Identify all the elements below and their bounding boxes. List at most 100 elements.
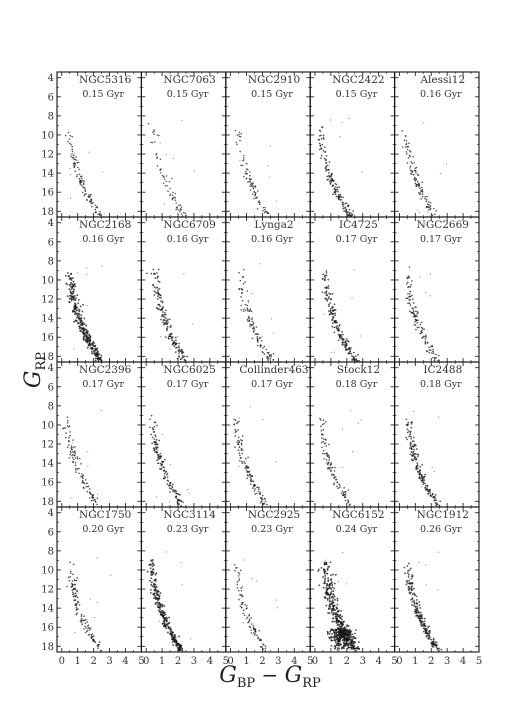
y-tick-label: 10 [41, 275, 54, 286]
star-point [407, 293, 409, 295]
star-point [238, 271, 240, 274]
star-point [414, 605, 417, 608]
star-point [80, 617, 83, 620]
star-point [427, 490, 430, 492]
star-point [79, 319, 82, 322]
star-point [414, 310, 417, 313]
star-point [420, 321, 423, 324]
star-point [342, 201, 344, 204]
star-point [421, 617, 424, 620]
y-tick-label: 6 [48, 382, 54, 393]
star-point [176, 208, 179, 210]
star-point [162, 466, 165, 468]
star-point [325, 452, 328, 455]
star-point [406, 572, 409, 575]
star-point [256, 333, 258, 335]
star-point [73, 583, 76, 586]
star-point [97, 647, 99, 649]
star-point [150, 581, 153, 584]
star-point [148, 426, 151, 429]
star-point [157, 295, 159, 298]
star-point [64, 274, 67, 277]
star-point [327, 443, 330, 446]
star-point [158, 303, 161, 306]
star-point [269, 357, 272, 360]
star-point [419, 476, 421, 478]
star-point [324, 438, 327, 441]
star-point [421, 193, 424, 195]
star-point [322, 440, 325, 443]
star-point [319, 419, 322, 421]
x-tick-label: 0 [143, 656, 149, 667]
star-point [357, 641, 360, 644]
x-axis-label: GBP − GRP [219, 663, 321, 691]
field-star-point [188, 492, 190, 494]
star-point [268, 354, 271, 356]
star-point [419, 607, 422, 609]
star-point [427, 201, 430, 203]
star-point [429, 492, 432, 494]
star-point [80, 177, 83, 180]
star-point [89, 195, 92, 197]
star-point [172, 490, 174, 493]
star-point [423, 623, 426, 626]
star-point [73, 154, 75, 157]
star-point [160, 318, 162, 321]
star-point [410, 445, 412, 448]
star-point [339, 199, 342, 201]
star-point [416, 315, 418, 318]
star-point [425, 484, 427, 487]
star-point [252, 480, 255, 483]
star-point [155, 585, 158, 588]
star-point [152, 558, 154, 561]
star-point [170, 488, 172, 490]
star-point [80, 615, 83, 617]
star-point [246, 304, 248, 307]
star-point [351, 644, 354, 647]
field-star-point [346, 583, 348, 585]
star-point [325, 292, 328, 295]
star-point [67, 576, 70, 579]
star-point [333, 303, 336, 306]
star-point [415, 448, 418, 450]
star-point [242, 156, 245, 159]
star-point [404, 572, 407, 575]
star-point [247, 299, 250, 302]
star-point [425, 628, 428, 630]
field-star-point [337, 580, 339, 582]
cluster-name: NGC2910 [248, 74, 300, 86]
star-point [251, 475, 254, 478]
star-point [69, 134, 71, 137]
star-point [331, 609, 333, 612]
star-point [432, 352, 435, 355]
star-point [168, 333, 171, 336]
star-point [153, 141, 156, 143]
field-star-point [439, 172, 442, 175]
cluster-name: Stock12 [337, 364, 380, 376]
star-point [420, 190, 422, 192]
star-point [175, 490, 178, 493]
star-point [421, 480, 424, 482]
star-point [329, 583, 331, 586]
star-point [343, 487, 345, 489]
star-point [234, 129, 237, 132]
star-point [333, 483, 335, 486]
star-point [321, 143, 324, 146]
star-point [240, 439, 242, 441]
star-point [152, 283, 155, 286]
star-point [245, 464, 248, 467]
star-point [247, 621, 249, 624]
star-point [409, 567, 412, 570]
star-point [249, 483, 252, 485]
star-point [252, 624, 255, 627]
star-point [426, 203, 429, 205]
star-point [324, 574, 327, 577]
star-point [412, 604, 415, 607]
star-point [158, 457, 161, 460]
star-point [235, 141, 238, 144]
star-point [248, 619, 251, 622]
y-axis-label: GRP [21, 352, 49, 388]
star-point [81, 324, 84, 327]
star-point [174, 197, 177, 199]
